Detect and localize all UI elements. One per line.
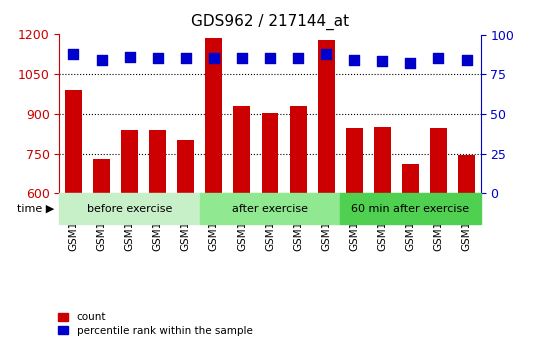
Text: time ▶: time ▶: [17, 204, 54, 214]
Point: [322, 51, 330, 56]
Bar: [458, 155, 475, 345]
Point: [238, 56, 246, 61]
Bar: [402, 164, 419, 345]
Point: [406, 60, 415, 66]
Bar: [318, 40, 335, 345]
Bar: [374, 127, 391, 345]
Point: [350, 57, 359, 63]
Bar: [149, 130, 166, 345]
Bar: [177, 140, 194, 345]
Title: GDS962 / 217144_at: GDS962 / 217144_at: [191, 14, 349, 30]
Point: [69, 51, 78, 56]
Bar: [93, 159, 110, 345]
Bar: [261, 112, 279, 345]
Point: [378, 59, 387, 64]
Bar: [346, 128, 363, 345]
Bar: [430, 128, 447, 345]
Bar: [205, 38, 222, 345]
Point: [266, 56, 274, 61]
Text: 60 min after exercise: 60 min after exercise: [352, 204, 469, 214]
Legend: count, percentile rank within the sample: count, percentile rank within the sample: [54, 308, 256, 340]
Bar: [65, 90, 82, 345]
Point: [181, 56, 190, 61]
Point: [462, 57, 471, 63]
Point: [434, 56, 443, 61]
Bar: [121, 130, 138, 345]
Point: [153, 56, 162, 61]
Point: [294, 56, 302, 61]
Point: [97, 57, 106, 63]
Text: before exercise: before exercise: [87, 204, 172, 214]
Text: after exercise: after exercise: [232, 204, 308, 214]
Bar: [233, 106, 251, 345]
Point: [210, 56, 218, 61]
Point: [125, 54, 134, 59]
Bar: [289, 106, 307, 345]
